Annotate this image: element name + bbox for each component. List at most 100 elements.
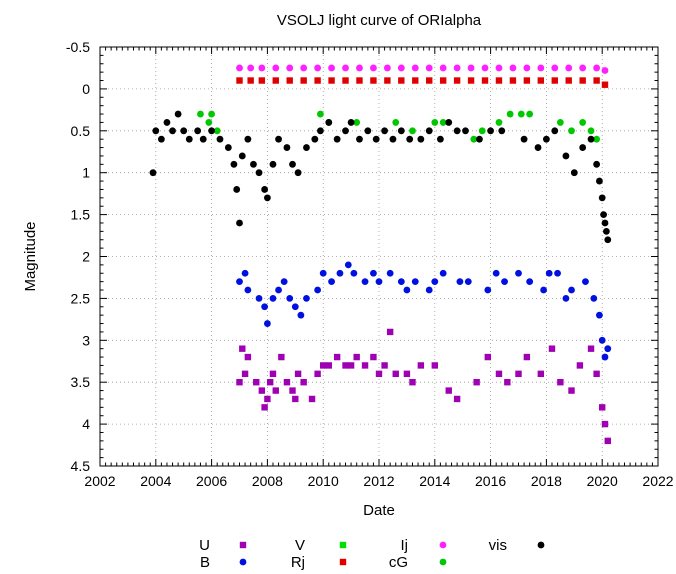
data-point <box>370 353 377 361</box>
data-point <box>370 64 377 72</box>
data-point <box>294 169 302 177</box>
data-point <box>286 295 294 302</box>
data-point <box>386 269 394 277</box>
x-tick-label: 2004 <box>140 473 171 489</box>
data-point <box>342 77 349 84</box>
data-point <box>453 77 461 84</box>
x-tick-label: 2006 <box>196 473 227 489</box>
data-point <box>593 77 600 84</box>
data-point <box>593 135 601 143</box>
data-point <box>596 311 603 319</box>
data-point <box>381 127 388 135</box>
data-point <box>258 64 266 72</box>
data-point <box>269 160 277 168</box>
data-point <box>286 64 294 72</box>
data-point <box>383 64 391 72</box>
data-point <box>291 303 299 311</box>
data-point <box>241 370 249 378</box>
data-point <box>258 387 266 394</box>
data-point <box>576 362 584 369</box>
data-point <box>314 370 321 378</box>
data-point <box>596 177 603 185</box>
data-point <box>197 110 204 118</box>
data-point <box>319 269 327 277</box>
data-point <box>350 269 358 277</box>
data-point <box>342 64 349 72</box>
data-point <box>412 77 419 84</box>
legend-marker-ij <box>439 541 447 549</box>
data-point <box>386 328 394 336</box>
series-u <box>236 328 611 445</box>
data-point <box>289 160 296 168</box>
grid <box>100 47 658 466</box>
data-point <box>604 236 612 244</box>
data-point <box>328 77 335 84</box>
legend-marker-b <box>239 558 247 566</box>
data-point <box>439 77 447 84</box>
data-point <box>590 295 598 302</box>
data-point <box>599 404 606 411</box>
data-point <box>370 77 377 84</box>
data-point <box>286 77 293 84</box>
data-point <box>325 119 333 126</box>
data-point <box>526 278 534 286</box>
data-point <box>523 77 531 84</box>
data-point <box>587 345 595 352</box>
y-tick-label: 3.5 <box>71 374 91 390</box>
legend-label-b: B <box>200 554 210 571</box>
data-point <box>537 77 545 84</box>
legend-marker-rj <box>339 558 347 566</box>
y-tick-labels: -0.5 0 0.5 1 1.5 2 2.5 3 3.5 4 4.5 <box>66 39 90 474</box>
data-point <box>230 160 238 168</box>
x-tick-label: 2014 <box>419 473 450 489</box>
data-point <box>361 362 369 369</box>
data-point <box>300 77 307 84</box>
data-point <box>425 64 433 72</box>
data-point <box>579 64 587 72</box>
data-point <box>294 370 302 378</box>
data-point <box>453 127 461 135</box>
data-point <box>473 379 480 386</box>
data-point <box>568 387 575 394</box>
data-point <box>261 186 269 193</box>
data-point <box>439 269 447 277</box>
data-point <box>308 395 316 403</box>
data-point <box>464 278 472 286</box>
data-point <box>523 353 531 361</box>
data-point <box>587 127 595 135</box>
x-tick-label: 2018 <box>531 473 562 489</box>
data-point <box>280 278 288 286</box>
data-point <box>289 387 296 394</box>
x-tick-label: 2012 <box>363 473 394 489</box>
data-point <box>381 362 388 369</box>
data-point <box>236 278 243 286</box>
data-point <box>601 81 609 88</box>
data-point <box>556 119 564 126</box>
data-point <box>601 353 609 361</box>
data-point <box>344 261 352 269</box>
data-point <box>565 64 573 72</box>
data-point <box>487 127 494 135</box>
x-tick-label: 2020 <box>587 473 618 489</box>
data-point <box>199 135 207 143</box>
data-point <box>523 64 531 72</box>
data-point <box>283 379 291 386</box>
data-point <box>213 127 221 135</box>
legend-marker-u <box>239 541 247 549</box>
data-point <box>551 127 559 135</box>
data-point <box>375 278 383 286</box>
data-point <box>534 144 542 151</box>
data-point <box>163 119 171 126</box>
data-point <box>537 370 545 378</box>
y-tick-label: 1.5 <box>71 207 91 223</box>
data-point <box>411 278 419 286</box>
data-point <box>392 119 400 126</box>
data-point <box>253 379 260 386</box>
data-point <box>425 286 433 294</box>
y-tick-label: 2.5 <box>71 290 91 306</box>
data-point <box>356 135 363 143</box>
data-point <box>495 119 503 126</box>
legend-label-cg: cG <box>389 554 408 571</box>
data-point <box>492 269 500 277</box>
data-point <box>562 152 570 160</box>
